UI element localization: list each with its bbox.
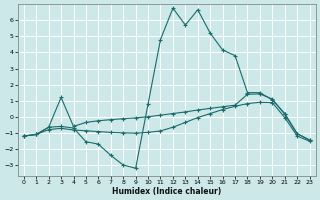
X-axis label: Humidex (Indice chaleur): Humidex (Indice chaleur) (112, 187, 221, 196)
